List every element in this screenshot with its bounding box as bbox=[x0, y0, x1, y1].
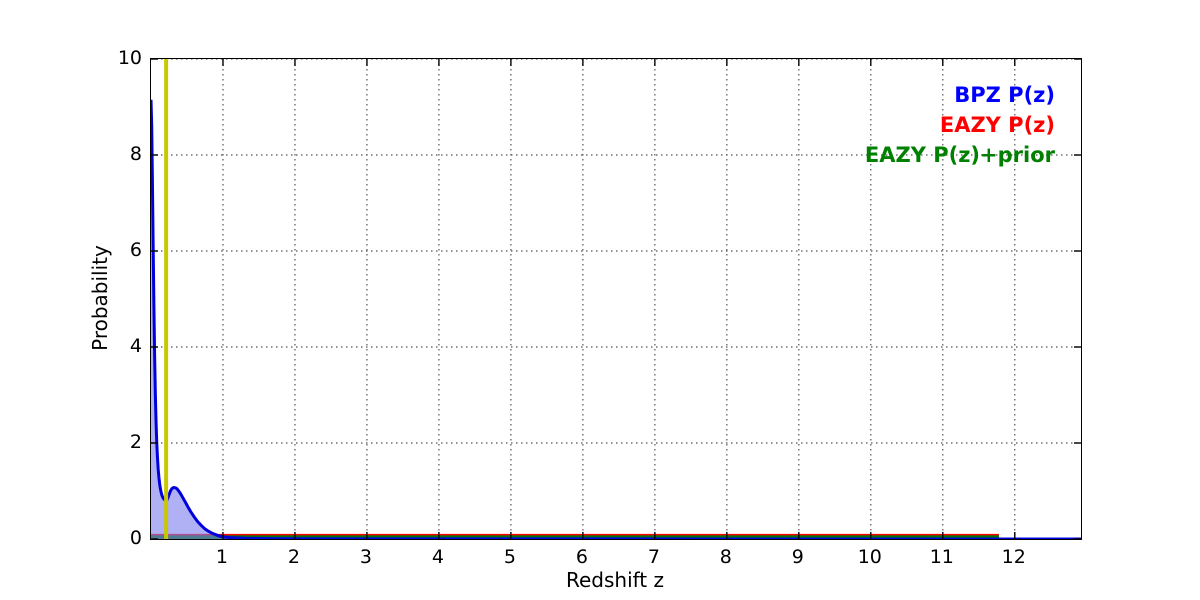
data-series-group bbox=[151, 99, 1081, 539]
legend-entry-1: EAZY P(z) bbox=[939, 113, 1055, 137]
x-tick-label: 6 bbox=[575, 546, 588, 568]
plot-area bbox=[150, 58, 1082, 540]
series-line-0 bbox=[151, 99, 1081, 539]
legend-entry-0: BPZ P(z) bbox=[954, 83, 1055, 107]
y-tick-label: 4 bbox=[129, 335, 142, 357]
y-tick-label: 0 bbox=[129, 527, 142, 549]
y-axis-title: Probability bbox=[88, 245, 112, 351]
x-tick-label: 5 bbox=[503, 546, 516, 568]
legend-entry-2: EAZY P(z)+prior bbox=[864, 143, 1055, 167]
x-tick-label: 11 bbox=[929, 546, 954, 568]
x-tick-label: 7 bbox=[647, 546, 660, 568]
grid-lines bbox=[151, 59, 1081, 539]
x-tick-label: 1 bbox=[215, 546, 229, 568]
x-tick-label: 10 bbox=[857, 546, 882, 568]
axis-ticks bbox=[151, 59, 1081, 539]
x-tick-label: 2 bbox=[287, 546, 300, 568]
plot-svg bbox=[151, 59, 1081, 539]
x-tick-label: 8 bbox=[719, 546, 732, 568]
x-tick-label: 3 bbox=[359, 546, 372, 568]
x-tick-label: 4 bbox=[431, 546, 444, 568]
y-tick-label: 2 bbox=[129, 431, 142, 453]
x-tick-label: 9 bbox=[791, 546, 804, 568]
legend: BPZ P(z) EAZY P(z) EAZY P(z)+prior bbox=[700, 80, 1055, 170]
y-tick-label: 6 bbox=[129, 239, 142, 261]
x-tick-label: 12 bbox=[1001, 546, 1026, 568]
y-axis-tick-labels: 0 2 4 6 8 10 bbox=[100, 47, 142, 549]
y-tick-label: 8 bbox=[129, 143, 142, 165]
x-axis-tick-labels: 1 2 3 4 5 6 7 8 9 10 11 12 bbox=[150, 546, 1080, 574]
y-tick-label: 10 bbox=[117, 47, 142, 69]
x-axis-title: Redshift z bbox=[565, 568, 665, 592]
